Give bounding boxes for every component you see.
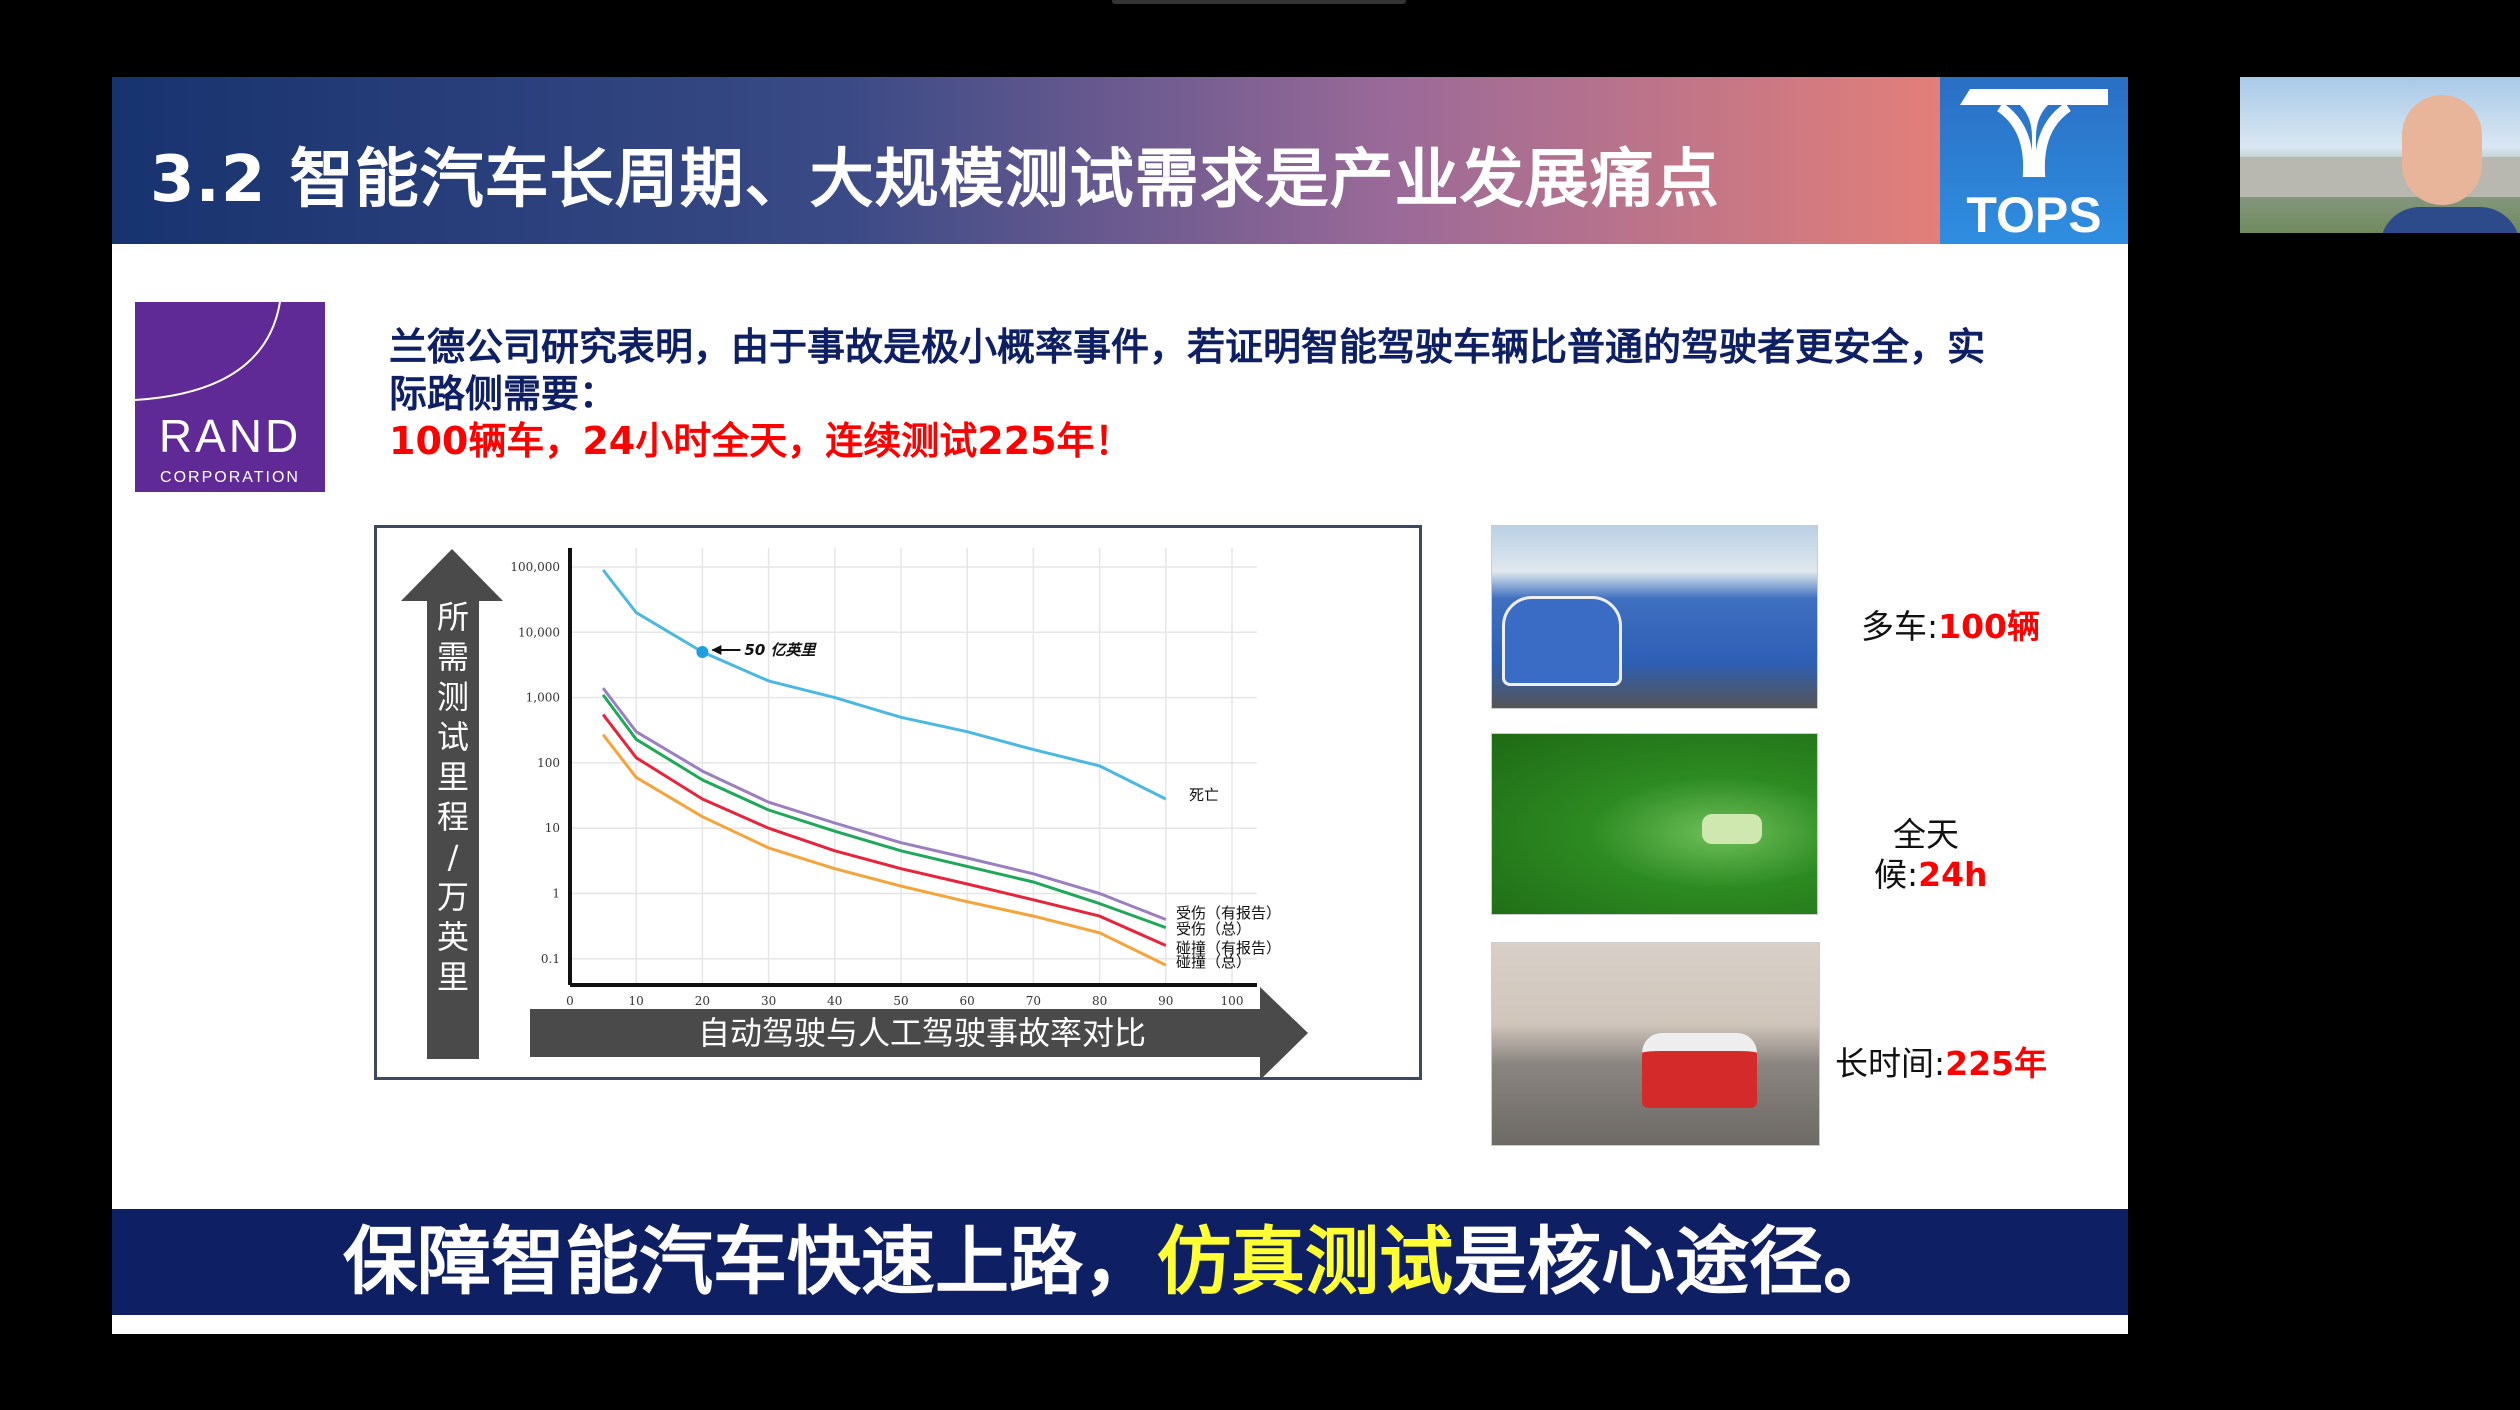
intro-text-line2: 际路侧需要： bbox=[389, 372, 618, 416]
y-tick-label: 100,000 bbox=[510, 560, 560, 574]
annotation-arrowhead bbox=[711, 644, 722, 655]
x-tick-label: 30 bbox=[761, 994, 776, 1008]
rand-logo-graphic: RAND CORPORATION bbox=[135, 302, 301, 486]
label-value: 225年 bbox=[1945, 1044, 2048, 1083]
y-axis-label-char: 万 bbox=[437, 878, 469, 916]
series-label: 碰撞（总） bbox=[1176, 953, 1251, 971]
annotation-point bbox=[696, 645, 709, 658]
photo-label-duration: 长时间:225年 bbox=[1835, 1037, 2047, 1085]
series-label: 受伤（有报告） bbox=[1176, 904, 1281, 922]
x-axis-arrow bbox=[530, 987, 1308, 1080]
photo-label-allday-line2: 候:24h bbox=[1874, 848, 1988, 896]
banner-text: 保障智能汽车快速上路， bbox=[343, 1219, 1157, 1305]
speaker-face bbox=[2402, 95, 2482, 205]
banner-text-end: 是核心途径。 bbox=[1453, 1219, 1897, 1305]
series-label: 死亡 bbox=[1189, 786, 1219, 804]
y-axis-label-char: 测 bbox=[437, 678, 469, 716]
label-prefix: 多车: bbox=[1861, 607, 1939, 646]
y-axis-label-char: 试 bbox=[437, 718, 469, 756]
x-tick-label: 10 bbox=[629, 994, 644, 1008]
y-tick-label: 0.1 bbox=[541, 952, 560, 966]
svg-text:RAND: RAND bbox=[159, 410, 301, 462]
label-prefix: 候: bbox=[1874, 855, 1919, 894]
y-tick-label: 10 bbox=[545, 821, 560, 835]
y-axis-label-char: 里 bbox=[437, 758, 469, 796]
label-prefix: 长时间: bbox=[1835, 1044, 1946, 1083]
car-shape bbox=[1642, 1033, 1757, 1108]
x-tick-label: 40 bbox=[827, 994, 842, 1008]
y-axis-label-char: / bbox=[448, 838, 459, 876]
photo-road-car bbox=[1491, 942, 1820, 1146]
y-axis-label-char: 英 bbox=[437, 918, 469, 956]
intro-text-line1: 兰德公司研究表明，由于事故是极小概率事件，若证明智能驾驶车辆比普通的驾驶者更安全… bbox=[389, 325, 1986, 369]
y-axis-label-char: 需 bbox=[437, 638, 469, 676]
webcam-video bbox=[2240, 77, 2520, 233]
chart-grid bbox=[569, 548, 1257, 985]
series-line-3 bbox=[601, 713, 1167, 947]
series-label: 碰撞（有报告） bbox=[1176, 939, 1281, 957]
svg-text:CORPORATION: CORPORATION bbox=[160, 469, 300, 486]
y-axis-arrow bbox=[401, 549, 503, 1059]
tops-logo: TOPS bbox=[1940, 77, 2128, 244]
svg-text:TOPS: TOPS bbox=[1966, 187, 2101, 243]
series-label: 受伤（总） bbox=[1176, 920, 1251, 938]
slide-title: 3.2 智能汽车长周期、大规模测试需求是产业发展痛点 bbox=[150, 143, 1720, 217]
car-shape bbox=[1702, 814, 1762, 844]
x-tick-label: 50 bbox=[893, 994, 908, 1008]
x-tick-label: 60 bbox=[960, 994, 975, 1008]
photo-label-allday-line1: 全天 bbox=[1893, 815, 1959, 854]
tops-logo-graphic: TOPS bbox=[1960, 89, 2108, 243]
label-value: 100辆 bbox=[1938, 607, 2041, 646]
window-top-handle[interactable] bbox=[1112, 0, 1406, 4]
label-value: 24h bbox=[1918, 855, 1988, 894]
slide-header bbox=[112, 77, 1942, 244]
rand-logo: RAND CORPORATION bbox=[135, 302, 325, 492]
photo-label-fleet: 多车:100辆 bbox=[1861, 600, 2040, 648]
banner-highlight: 仿真测试 bbox=[1157, 1219, 1453, 1305]
x-tick-label: 90 bbox=[1158, 994, 1173, 1008]
x-tick-label: 0 bbox=[566, 994, 574, 1008]
series-line-0 bbox=[601, 569, 1167, 801]
x-tick-label: 70 bbox=[1026, 994, 1041, 1008]
conclusion-banner: 保障智能汽车快速上路，仿真测试是核心途径。 bbox=[112, 1209, 2128, 1315]
series-line-4 bbox=[601, 733, 1167, 967]
x-tick-label: 100 bbox=[1221, 994, 1244, 1008]
y-axis-label-char: 程 bbox=[437, 798, 469, 836]
highlight-text: 100辆车，24小时全天，连续测试225年！ bbox=[389, 419, 1133, 463]
x-axis-label: 自动驾驶与人工驾驶事故率对比 bbox=[698, 1014, 1146, 1052]
x-tick-label: 20 bbox=[695, 994, 710, 1008]
photo-fleet-cars bbox=[1491, 525, 1818, 709]
y-axis-label-char: 所 bbox=[437, 598, 469, 636]
x-tick-label: 80 bbox=[1092, 994, 1107, 1008]
annotation-label: 50 亿英里 bbox=[744, 641, 817, 659]
y-axis-label-char: 里 bbox=[437, 958, 469, 996]
car-shape bbox=[1502, 596, 1622, 686]
series-line-2 bbox=[601, 694, 1167, 930]
series-line-1 bbox=[601, 687, 1167, 921]
y-tick-label: 1,000 bbox=[526, 691, 560, 705]
y-tick-label: 100 bbox=[537, 756, 560, 770]
y-tick-label: 1 bbox=[552, 887, 560, 901]
y-tick-label: 10,000 bbox=[518, 625, 560, 639]
rand-chart: 所需测试里程 / 万英里 自动驾驶与人工驾驶事故率对比 100,000 10,000 1… bbox=[374, 525, 1422, 1080]
speaker-shirt bbox=[2380, 207, 2520, 233]
photo-night-vision bbox=[1491, 733, 1818, 915]
